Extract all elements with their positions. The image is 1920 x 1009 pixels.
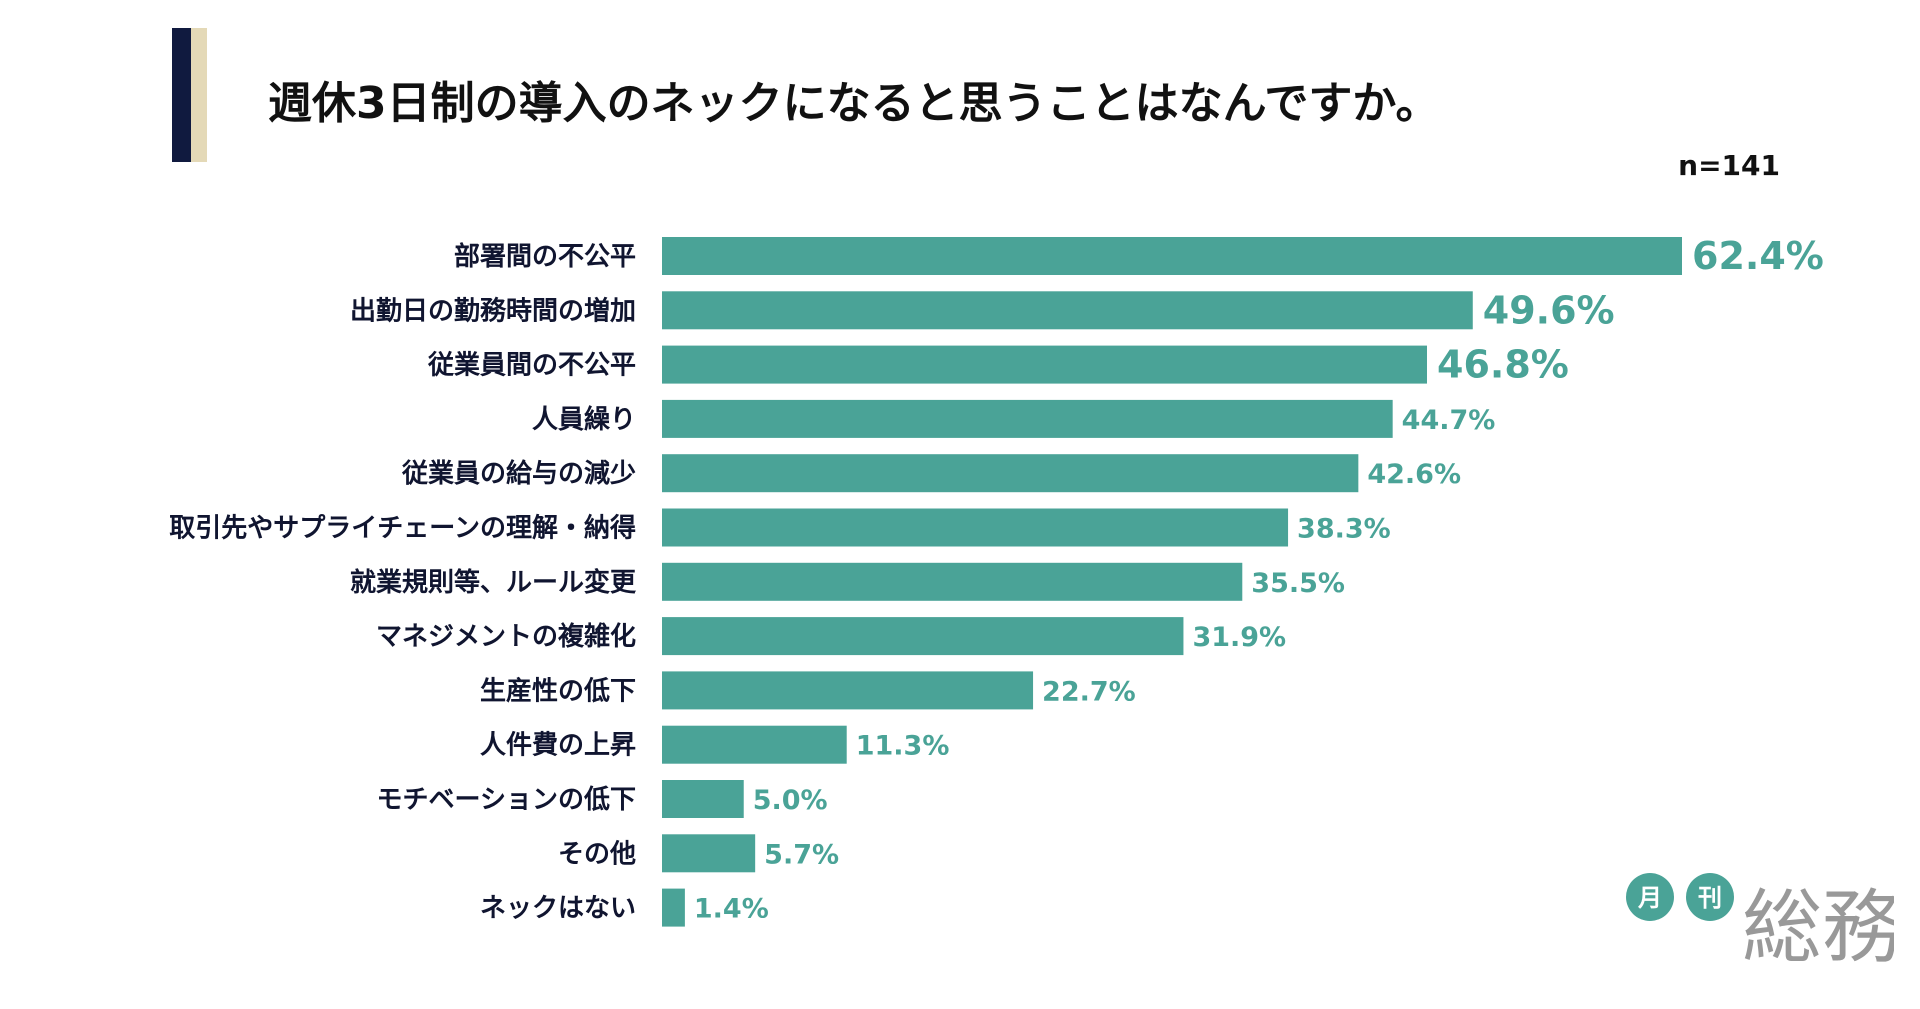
badge-circle-1 bbox=[1626, 873, 1674, 921]
value-label: 11.3% bbox=[856, 731, 950, 762]
value-label: 44.7% bbox=[1402, 405, 1496, 436]
bar bbox=[662, 237, 1682, 275]
category-label: その他 bbox=[558, 839, 636, 869]
value-label: 5.0% bbox=[753, 785, 828, 816]
value-label: 1.4% bbox=[694, 894, 769, 925]
bar bbox=[662, 671, 1034, 710]
bar bbox=[662, 508, 1289, 547]
value-label: 22.7% bbox=[1042, 676, 1136, 707]
value-label: 62.4% bbox=[1692, 234, 1824, 278]
category-label: 人件費の上昇 bbox=[480, 731, 636, 761]
badge-text-2: 刊 bbox=[1698, 884, 1722, 912]
category-label: 従業員の給与の減少 bbox=[401, 458, 636, 489]
category-label: ネックはない bbox=[480, 894, 636, 924]
value-label: 38.3% bbox=[1297, 514, 1391, 545]
value-label: 35.5% bbox=[1251, 568, 1345, 599]
badge-circle-2 bbox=[1686, 873, 1734, 921]
brand-logo: 月 刊 総務 bbox=[1624, 855, 1902, 975]
stripe-beige bbox=[191, 28, 207, 162]
category-label: モチベーションの低下 bbox=[377, 785, 636, 815]
category-label: 出勤日の勤務時間の増加 bbox=[350, 296, 636, 326]
bar bbox=[662, 454, 1359, 493]
category-label: 取引先やサプライチェーンの理解・納得 bbox=[169, 513, 636, 544]
category-label: 生産性の低下 bbox=[480, 675, 636, 706]
value-label: 5.7% bbox=[764, 839, 839, 870]
value-label: 42.6% bbox=[1367, 459, 1461, 490]
brand-name: 総務 bbox=[1742, 881, 1894, 974]
value-label: 49.6% bbox=[1483, 288, 1615, 332]
badge-text-1: 月 bbox=[1637, 884, 1662, 912]
bar bbox=[662, 780, 744, 818]
stripe-navy bbox=[172, 28, 191, 162]
category-label: 就業規則等、ルール変更 bbox=[350, 567, 637, 598]
bar bbox=[662, 399, 1393, 438]
sample-size: n=141 bbox=[1678, 149, 1780, 182]
category-label: 人員繰り bbox=[532, 404, 636, 435]
value-label: 46.8% bbox=[1437, 343, 1569, 387]
category-label: 部署間の不公平 bbox=[454, 242, 636, 272]
bars-group: 部署間の不公平 62.4% 出勤日の勤務時間の増加 49.6% 従業員間の不公平 46.8… bbox=[169, 234, 1824, 927]
bar bbox=[662, 562, 1243, 601]
value-label: 31.9% bbox=[1192, 622, 1286, 653]
bar bbox=[662, 834, 756, 873]
bar bbox=[662, 617, 1184, 656]
bar bbox=[662, 345, 1427, 384]
category-label: 従業員間の不公平 bbox=[427, 351, 636, 381]
chart-title: 週休3日制の導入のネックになると思うことはなんですか。 bbox=[268, 78, 1440, 129]
category-label: マネジメントの複雑化 bbox=[376, 621, 636, 652]
bar bbox=[662, 291, 1473, 330]
bar bbox=[662, 888, 685, 927]
bar bbox=[662, 725, 847, 764]
